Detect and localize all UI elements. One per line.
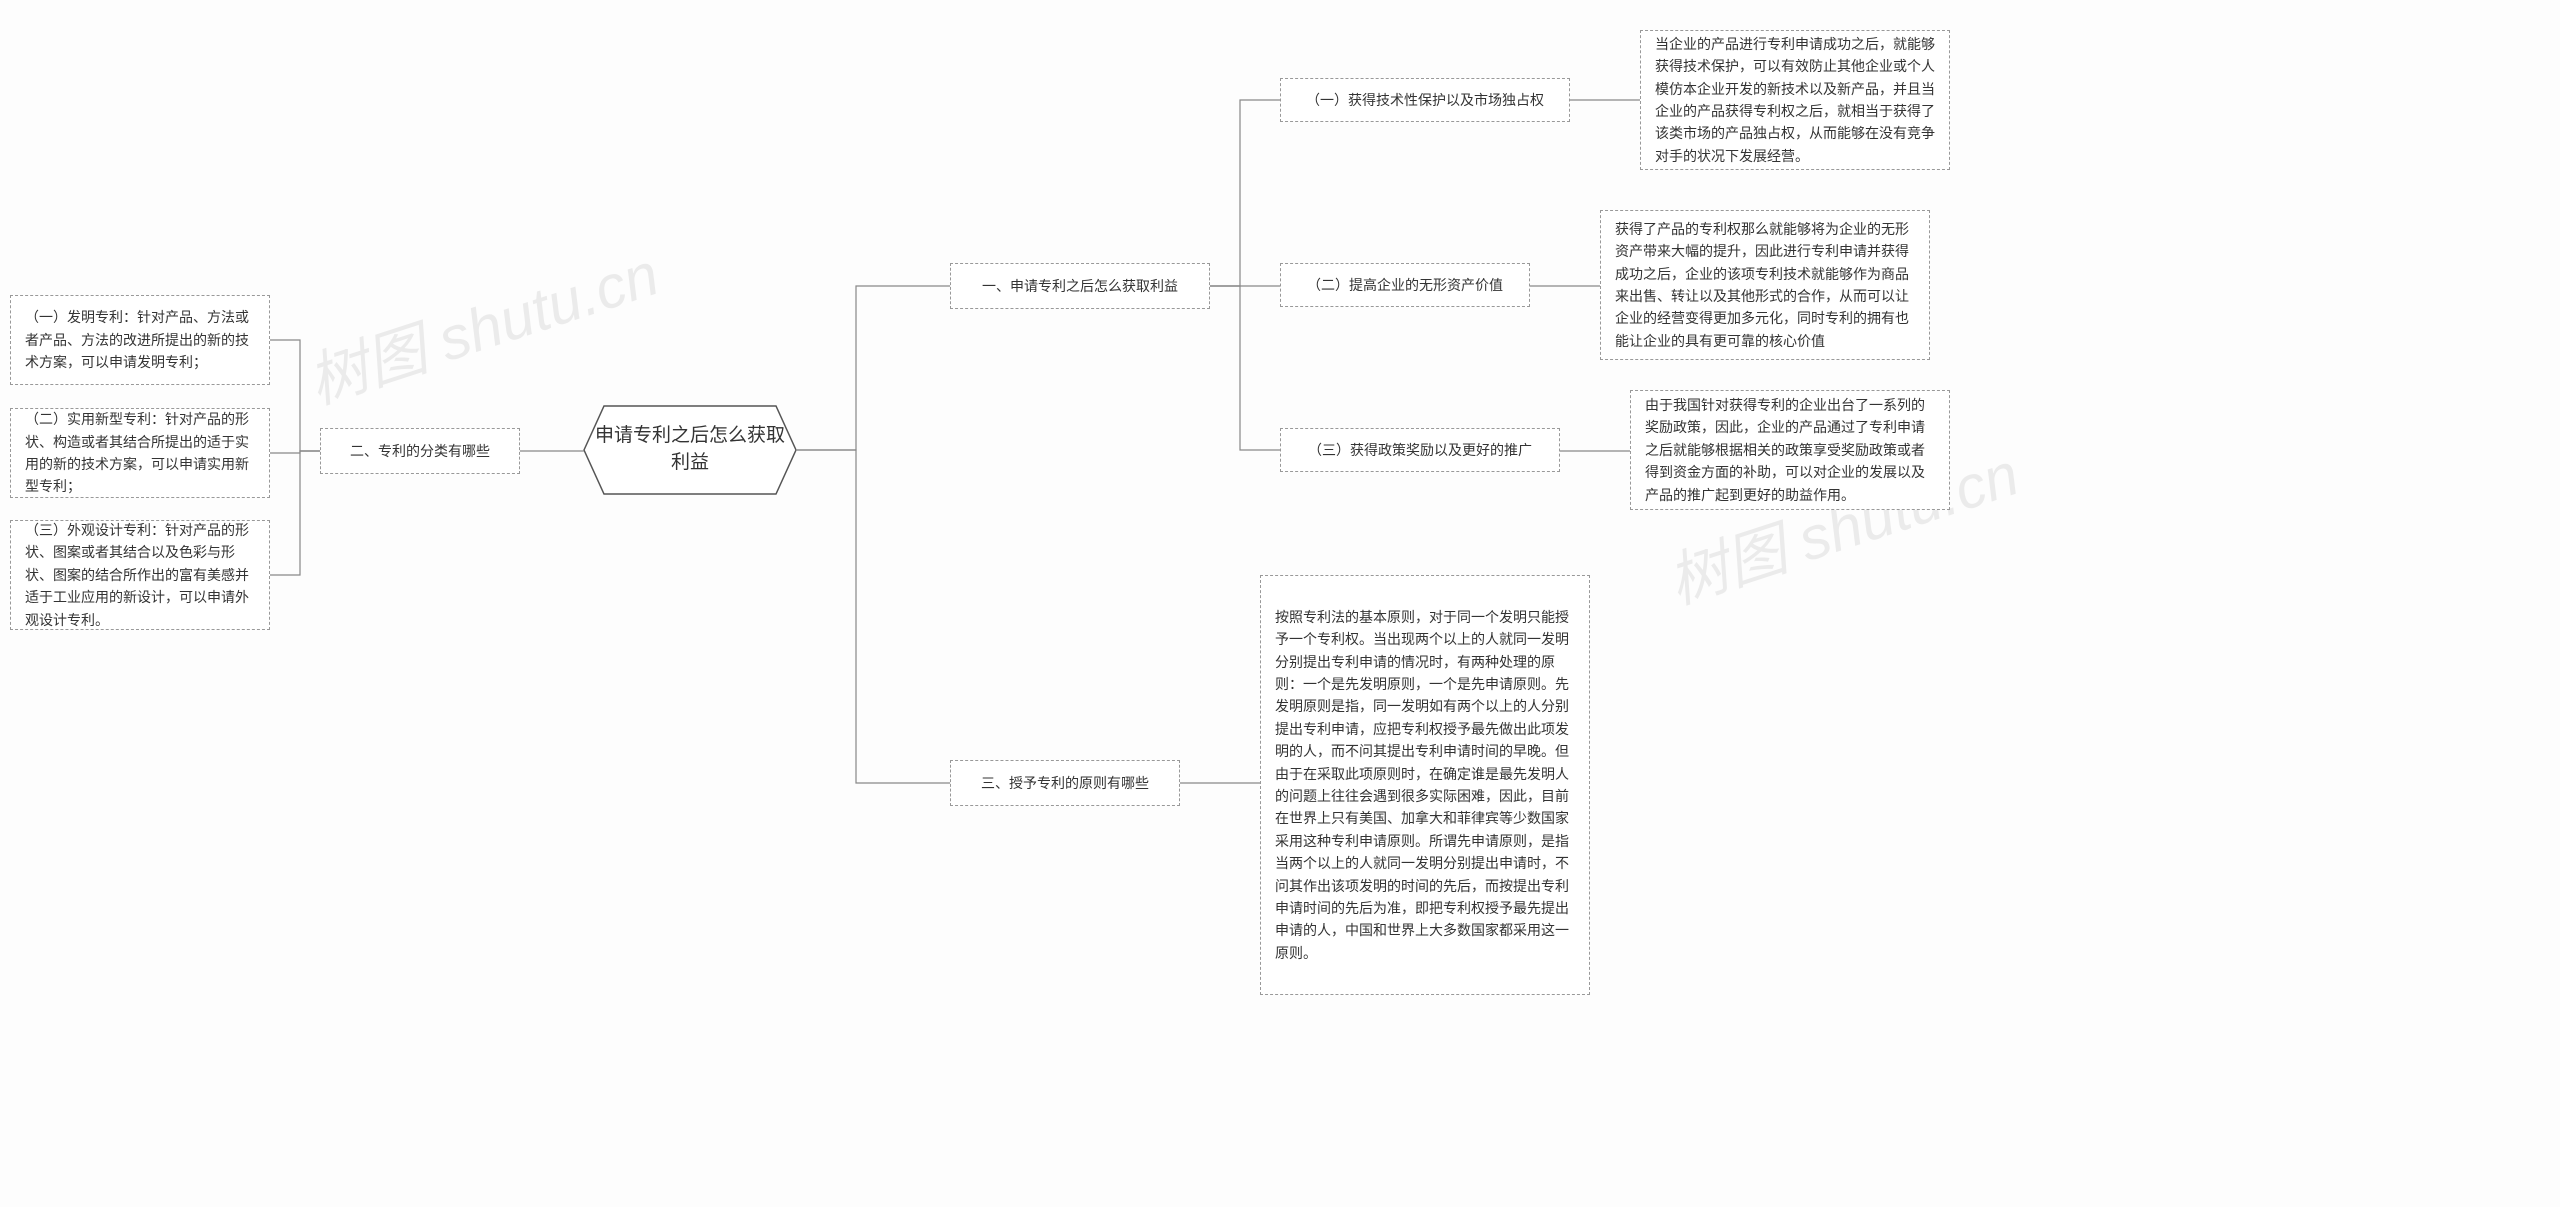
- branch2-title: 二、专利的分类有哪些: [320, 428, 520, 474]
- branch2-item-1: （一）发明专利：针对产品、方法或者产品、方法的改进所提出的新的技术方案，可以申请…: [10, 295, 270, 385]
- connector: [1180, 780, 1260, 786]
- watermark: 树图 shutu.cn: [295, 226, 668, 421]
- branch1-sub1-detail: 当企业的产品进行专利申请成功之后，就能够获得技术保护，可以有效防止其他企业或个人…: [1640, 30, 1950, 170]
- connector: [1560, 448, 1630, 454]
- connector: [1530, 283, 1600, 289]
- branch1-sub3: （三）获得政策奖励以及更好的推广: [1280, 428, 1560, 472]
- connector: [1570, 97, 1640, 103]
- branch1-title: 一、申请专利之后怎么获取利益: [950, 263, 1210, 309]
- branch1-sub2-detail: 获得了产品的专利权那么就能够将为企业的无形资产带来大幅的提升，因此进行专利申请并…: [1600, 210, 1930, 360]
- connector: [796, 282, 950, 787]
- branch3-title: 三、授予专利的原则有哪些: [950, 760, 1180, 806]
- branch1-sub2: （二）提高企业的无形资产价值: [1280, 263, 1530, 307]
- connector: [270, 335, 320, 579]
- branch2-item-2: （二）实用新型专利：针对产品的形状、构造或者其结合所提出的适于实用的新的技术方案…: [10, 408, 270, 498]
- connector: [1210, 96, 1280, 454]
- branch3-detail: 按照专利法的基本原则，对于同一个发明只能授予一个专利权。当出现两个以上的人就同一…: [1260, 575, 1590, 995]
- branch1-sub3-detail: 由于我国针对获得专利的企业出台了一系列的奖励政策，因此，企业的产品通过了专利申请…: [1630, 390, 1950, 510]
- branch2-item-3: （三）外观设计专利：针对产品的形状、图案或者其结合以及色彩与形状、图案的结合所作…: [10, 520, 270, 630]
- branch1-sub1: （一）获得技术性保护以及市场独占权: [1280, 78, 1570, 122]
- center-node: 申请专利之后怎么获取利益: [560, 400, 820, 500]
